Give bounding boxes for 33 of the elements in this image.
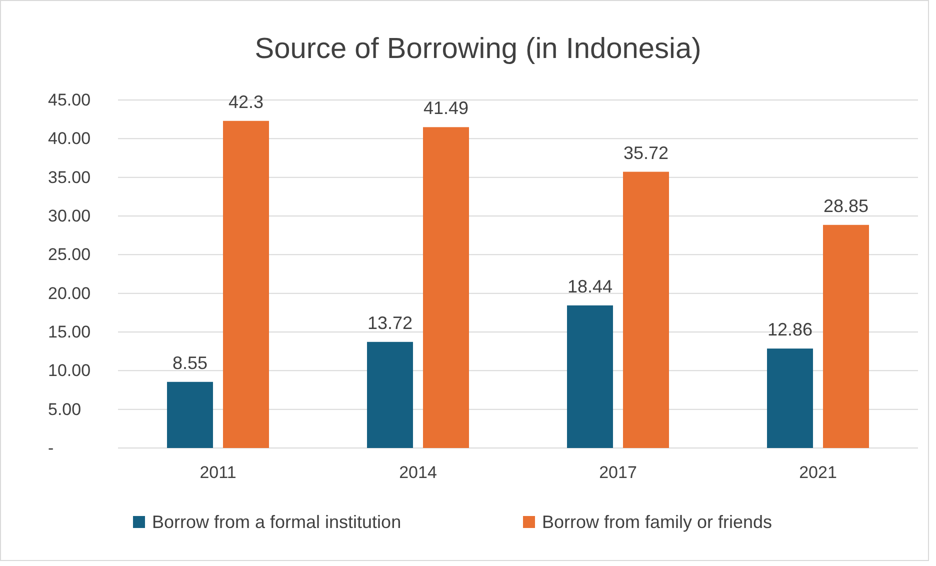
legend-label: Borrow from family or friends <box>542 512 772 532</box>
y-tick-label: 5.00 <box>48 400 82 419</box>
data-label: 13.72 <box>367 312 413 333</box>
legend-label: Borrow from a formal institution <box>152 512 402 532</box>
x-tick-label: 2014 <box>399 463 437 482</box>
bar <box>623 172 669 448</box>
y-tick-label: 30.00 <box>48 206 91 226</box>
y-tick-label: - <box>48 438 54 458</box>
bar <box>567 305 613 448</box>
bar <box>223 120 269 448</box>
data-label: 42.3 <box>228 92 264 112</box>
y-tick-label: 25.00 <box>48 245 91 264</box>
bar <box>367 342 413 448</box>
bar <box>767 348 813 448</box>
bar <box>423 127 469 448</box>
chart-title: Source of Borrowing (in Indonesia) <box>254 33 702 65</box>
x-tick-label: 2021 <box>799 463 837 482</box>
x-tick-label: 2017 <box>599 463 637 482</box>
y-tick-label: 35.00 <box>48 168 91 187</box>
y-tick-label: 15.00 <box>48 322 91 342</box>
y-tick-label: 20.00 <box>48 284 91 303</box>
data-label: 8.55 <box>172 352 208 373</box>
bar <box>823 224 869 448</box>
bar <box>167 382 213 448</box>
y-tick-label: 40.00 <box>48 129 91 148</box>
data-label: 35.72 <box>623 142 669 163</box>
data-label: 28.85 <box>823 196 869 216</box>
data-label: 12.86 <box>767 320 813 340</box>
x-tick-label: 2011 <box>200 463 236 482</box>
data-label: 18.44 <box>567 276 613 296</box>
data-label: 41.49 <box>423 98 469 118</box>
y-tick-label: 10.00 <box>48 361 91 380</box>
y-tick-label: 45.00 <box>48 90 91 110</box>
